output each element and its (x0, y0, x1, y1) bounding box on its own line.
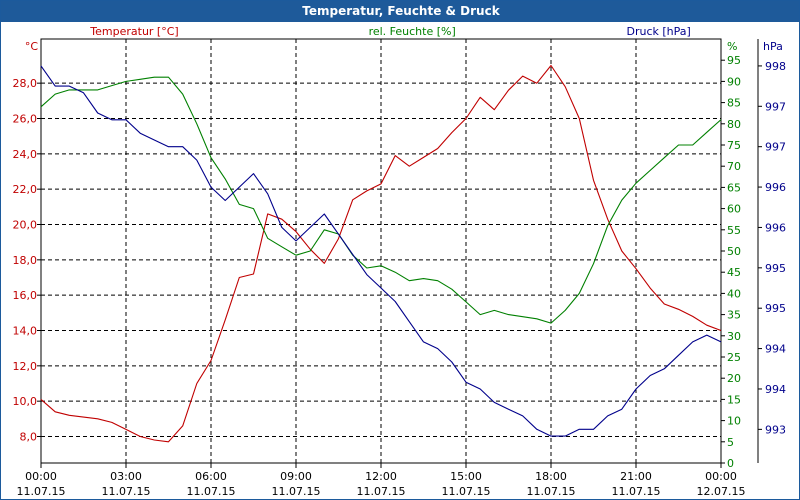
temp-tick-label: 22,0 (13, 183, 38, 196)
press-tick-label: 998 (765, 60, 786, 73)
hum-tick-label: 25 (727, 351, 741, 364)
hum-tick-label: 20 (727, 372, 741, 385)
press-tick-label: 995 (765, 262, 786, 275)
x-tick-time: 21:00 (620, 470, 652, 483)
x-tick-date: 11.07.15 (357, 485, 406, 498)
hum-tick-label: 30 (727, 330, 741, 343)
hum-tick-label: 50 (727, 245, 741, 258)
series-layer (40, 64, 722, 443)
x-tick-date: 11.07.15 (612, 485, 661, 498)
hum-tick-label: 40 (727, 287, 741, 300)
temp-tick-label: 26,0 (13, 113, 38, 126)
hum-axis-title: rel. Feuchte [%] (369, 25, 456, 38)
hum-tick-label: 0 (727, 457, 734, 470)
temp-tick-label: 16,0 (13, 289, 38, 302)
press-axis-title: Druck [hPa] (627, 25, 691, 38)
press-tick-label: 994 (765, 343, 786, 356)
x-tick-date: 11.07.15 (187, 485, 236, 498)
x-tick-time: 15:00 (450, 470, 482, 483)
x-tick-time: 18:00 (535, 470, 567, 483)
x-tick-time: 06:00 (195, 470, 227, 483)
temp-tick-label: 14,0 (13, 325, 38, 338)
hum-tick-label: 90 (727, 75, 741, 88)
hum-unit-label: % (727, 40, 737, 53)
x-tick-time: 09:00 (280, 470, 312, 483)
press-tick-label: 996 (765, 181, 786, 194)
press-tick-label: 994 (765, 383, 786, 396)
x-tick-time: 03:00 (110, 470, 142, 483)
press-tick-label: 997 (765, 141, 786, 154)
hum-tick-label: 60 (727, 203, 741, 216)
temp-tick-label: 12,0 (13, 360, 38, 373)
x-tick-date: 11.07.15 (527, 485, 576, 498)
temp-tick-label: 10,0 (13, 395, 38, 408)
x-tick-time: 00:00 (705, 470, 737, 483)
press-tick-label: 997 (765, 100, 786, 113)
hum-series-line (40, 76, 722, 324)
x-tick-date: 12.07.15 (697, 485, 746, 498)
temp-tick-label: 28,0 (13, 77, 38, 90)
hum-tick-label: 45 (727, 266, 741, 279)
press-tick-label: 995 (765, 302, 786, 315)
x-tick-time: 00:00 (25, 470, 57, 483)
temp-unit-label: °C (25, 40, 39, 53)
label-layer: 00:00 11.07.15 03:00 11.07.15 06:00 11.07.15 0… (13, 25, 787, 498)
temp-tick-label: 8,0 (20, 431, 38, 444)
grid-layer (41, 39, 721, 463)
hum-tick-label: 85 (727, 97, 741, 110)
hum-tick-label: 15 (727, 393, 741, 406)
window-title: Temperatur, Feuchte & Druck (1, 1, 799, 22)
hum-tick-label: 75 (727, 139, 741, 152)
hum-tick-label: 5 (727, 436, 734, 449)
hum-tick-label: 80 (727, 118, 741, 131)
temp-tick-label: 20,0 (13, 219, 38, 232)
hum-tick-label: 10 (727, 415, 741, 428)
press-unit-label: hPa (763, 40, 783, 53)
x-tick-date: 11.07.15 (272, 485, 321, 498)
hum-tick-label: 35 (727, 309, 741, 322)
hum-tick-label: 65 (727, 181, 741, 194)
hum-tick-label: 95 (727, 54, 741, 67)
press-series-line (40, 65, 722, 437)
press-tick-label: 996 (765, 221, 786, 234)
temp-tick-label: 18,0 (13, 254, 38, 267)
temp-axis-title: Temperatur [°C] (89, 25, 178, 38)
hum-tick-label: 70 (727, 160, 741, 173)
temp-tick-label: 24,0 (13, 148, 38, 161)
x-tick-date: 11.07.15 (102, 485, 151, 498)
axis-layer (37, 38, 762, 468)
hum-tick-label: 55 (727, 224, 741, 237)
x-tick-date: 11.07.15 (442, 485, 491, 498)
x-tick-date: 11.07.15 (17, 485, 66, 498)
press-tick-label: 993 (765, 423, 786, 436)
x-tick-time: 12:00 (365, 470, 397, 483)
temp-series-line (40, 64, 722, 443)
